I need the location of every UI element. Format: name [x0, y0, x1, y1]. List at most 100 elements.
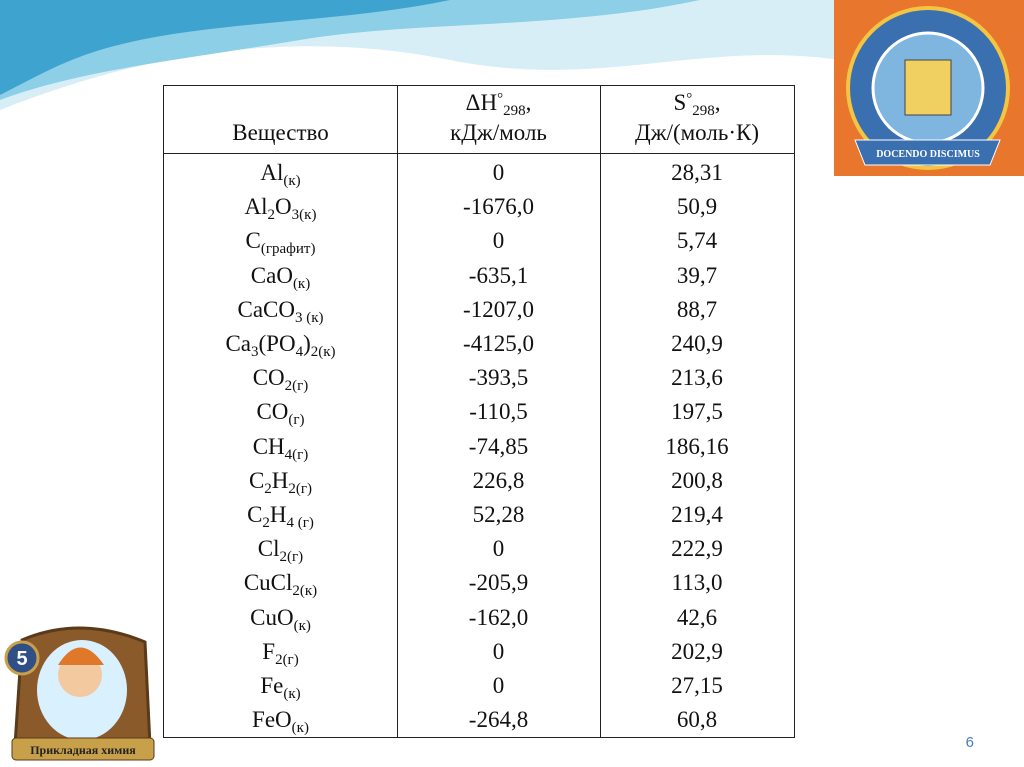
entropy-cell: 213,6 — [671, 365, 723, 391]
text-segment: , — [525, 90, 532, 115]
text-segment: S — [673, 90, 687, 115]
wave — [0, 0, 450, 95]
text-segment: ° — [497, 91, 504, 107]
text-segment: (к) — [293, 617, 311, 634]
enthalpy-cell: -264,8 — [468, 707, 529, 733]
text-segment: 2 — [264, 480, 272, 497]
text-segment: 4 — [295, 344, 304, 360]
column-divider — [397, 86, 398, 737]
text-segment: 298 — [692, 103, 715, 119]
substance-cell: CaO(к) — [164, 259, 397, 293]
entropy-cell: 88,7 — [676, 296, 718, 322]
enthalpy-cell: 0 — [492, 638, 505, 664]
enthalpy-cell: 226,8 — [472, 467, 525, 493]
card-banner — [11, 737, 155, 761]
substance-cell: C2H2(г) — [164, 464, 397, 498]
text-segment: CaO — [250, 262, 293, 288]
text-segment: кДж/моль — [450, 120, 547, 145]
text-segment: (к) — [291, 720, 309, 737]
card-level: 5 — [16, 648, 27, 670]
substance-cell: C2H4 (г) — [164, 498, 397, 532]
text-segment: Cl — [257, 536, 280, 562]
substance-cell: Cl2(г) — [164, 532, 397, 566]
text-segment: F — [262, 638, 276, 664]
card-badge — [4, 640, 40, 676]
text-segment: Дж/(моль·К) — [634, 120, 759, 145]
text-segment: 4 (г) — [286, 515, 314, 531]
column-divider — [600, 86, 601, 737]
text-segment: CO — [252, 365, 285, 391]
enthalpy-cell: -205,9 — [468, 570, 529, 596]
enthalpy-cell: 52,28 — [472, 502, 525, 527]
entropy-cell: 42,6 — [676, 604, 718, 630]
logo-ribbon — [854, 139, 1001, 166]
substance-cell: C(графит) — [164, 224, 397, 258]
entropy-cell: 113,0 — [671, 570, 723, 596]
card-hair — [58, 647, 104, 665]
text-segment: 298 — [503, 103, 526, 119]
header-cell: S°298, Дж/(моль·К) — [600, 88, 794, 148]
text-segment: CO — [256, 399, 289, 425]
enthalpy-cell: -162,0 — [468, 604, 529, 630]
text-segment: (г) — [288, 412, 305, 429]
logo-shield — [904, 59, 952, 116]
substance-cell: CaCO3 (к) — [164, 293, 397, 327]
text-segment: 2 — [262, 515, 270, 531]
entropy-cell: 28,31 — [671, 160, 723, 185]
text-segment: C — [248, 467, 265, 493]
enthalpy-cell: -4125,0 — [463, 331, 534, 356]
text-segment: 3 (к) — [294, 309, 324, 326]
header-divider — [164, 153, 794, 154]
logo-motto: DOCENDO DISCIMUS — [876, 149, 980, 160]
text-segment: (графит) — [260, 241, 316, 258]
text-segment: Вещество — [232, 120, 329, 145]
text-segment: CaCO — [237, 296, 295, 322]
text-segment: 2(г) — [288, 480, 313, 497]
enthalpy-cell: -635,1 — [468, 262, 529, 288]
text-segment: 4(г) — [284, 446, 309, 463]
text-segment: C — [245, 228, 261, 254]
text-segment: FeO — [252, 707, 292, 733]
substance-cell: CH4(г) — [164, 430, 397, 464]
enthalpy-cell: -74,85 — [468, 433, 529, 459]
text-segment: (к) — [283, 686, 301, 702]
enthalpy-cell: 0 — [492, 673, 505, 698]
text-segment: O — [275, 194, 292, 220]
enthalpy-cell: -1207,0 — [463, 296, 534, 322]
substance-cell: CO2(г) — [164, 361, 397, 395]
enthalpy-cell: -110,5 — [469, 399, 528, 425]
entropy-cell: 200,8 — [671, 467, 723, 493]
header-cell: Вещество — [164, 118, 397, 148]
slide-number: 6 — [965, 734, 974, 751]
text-segment: 2(г) — [275, 651, 299, 668]
text-segment: ) — [303, 331, 311, 356]
substance-cell: CuCl2(к) — [164, 566, 397, 600]
text-segment: 2(г) — [279, 549, 304, 566]
text-segment: 3 — [251, 344, 259, 360]
text-segment: , — [714, 90, 721, 115]
entropy-cell: 50,9 — [676, 194, 718, 220]
substance-cell: CO(г) — [164, 395, 397, 429]
enthalpy-cell: 0 — [492, 160, 505, 185]
text-segment: H — [269, 502, 287, 527]
entropy-cell: 240,9 — [671, 331, 723, 356]
text-segment: 3(к) — [291, 207, 317, 224]
text-segment: (к) — [292, 275, 311, 292]
entropy-cell: 5,74 — [676, 228, 718, 254]
substance-cell: Ca3(PO4)2(к) — [164, 327, 397, 361]
enthalpy-cell: 0 — [492, 228, 505, 254]
entropy-cell: 222,9 — [671, 536, 723, 562]
text-segment: Al — [244, 194, 268, 220]
text-segment: CuO — [250, 604, 294, 630]
entropy-cell: 27,15 — [671, 673, 723, 698]
substance-cell: FeO(к) — [164, 703, 397, 737]
text-segment: 2(к) — [292, 583, 318, 600]
text-segment: CuCl — [243, 570, 293, 596]
entropy-cell: 219,4 — [671, 502, 723, 527]
text-segment: 2(к) — [310, 344, 336, 360]
entropy-cell: 197,5 — [671, 399, 723, 425]
enthalpy-cell: -393,5 — [468, 365, 529, 391]
text-segment: (PO — [258, 331, 296, 356]
enthalpy-cell: 0 — [492, 536, 505, 562]
